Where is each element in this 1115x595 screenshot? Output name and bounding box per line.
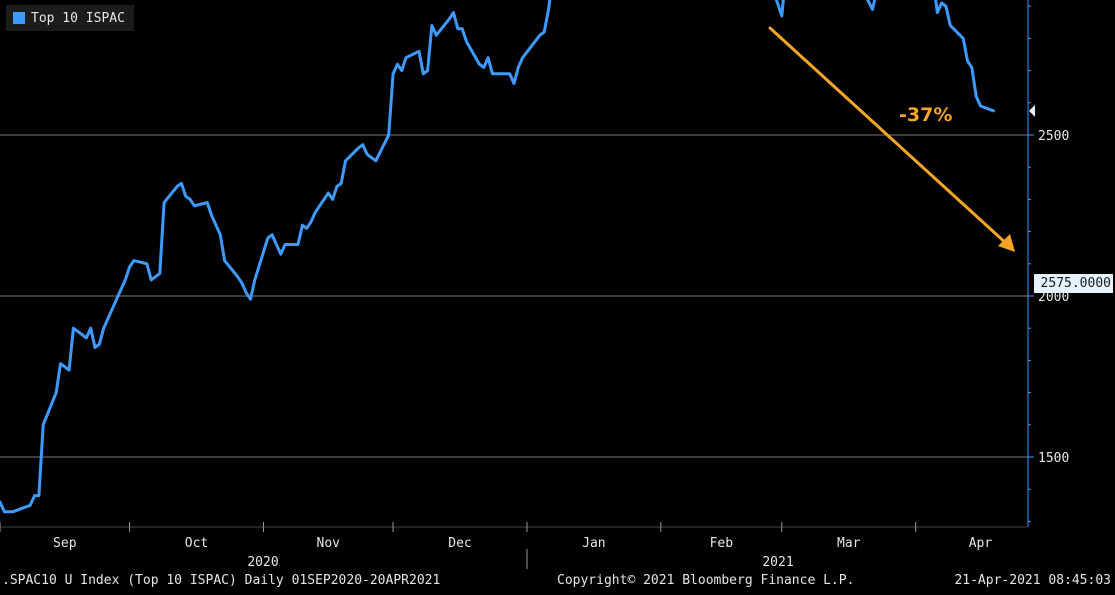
arrow-shaft: [768, 26, 1010, 247]
chart-svg: 150020002500300035004000 SepOctNovDecJan…: [0, 0, 1069, 569]
x-axis: Sep Oct Nov Dec Jan Feb Mar Apr 2020 2021: [0, 522, 1028, 569]
x-month-label: Jan: [582, 536, 605, 551]
series-group: [0, 0, 995, 514]
last-value-badge: 2575.0000: [1034, 274, 1113, 293]
y-tick-label: 2000: [1038, 290, 1069, 305]
arrow-head: [998, 234, 1015, 252]
x-month-label: Oct: [185, 536, 208, 551]
x-year-label: 2020: [247, 555, 278, 569]
x-month-label: Mar: [837, 536, 861, 551]
chart-footer: .SPAC10 U Index (Top 10 ISPAC) Daily 01S…: [0, 569, 1115, 595]
footer-copyright: Copyright© 2021 Bloomberg Finance L.P.: [557, 573, 855, 588]
y-tick-label: 1500: [1038, 451, 1069, 466]
legend-swatch: [13, 12, 25, 24]
last-value-pointer: [1029, 104, 1035, 117]
x-month-label: Nov: [317, 536, 341, 551]
x-year-label: 2021: [762, 555, 793, 569]
series-line: [0, 0, 995, 514]
y-tick-label: 2500: [1038, 129, 1069, 144]
x-month-label: Feb: [710, 536, 734, 551]
x-month-label: Apr: [969, 536, 993, 551]
decline-annotation: -37%: [899, 104, 953, 126]
x-month-label: Dec: [448, 536, 471, 551]
legend-label: Top 10 ISPAC: [31, 10, 125, 26]
footer-ticker: .SPAC10 U Index (Top 10 ISPAC) Daily 01S…: [2, 573, 441, 588]
legend: Top 10 ISPAC: [6, 5, 134, 31]
x-month-label: Sep: [53, 536, 77, 551]
y-axis: 150020002500300035004000: [1027, 0, 1069, 527]
gridlines: [0, 134, 1028, 458]
footer-timestamp: 21-Apr-2021 08:45:03: [954, 573, 1111, 588]
trend-arrow: [768, 26, 1015, 252]
